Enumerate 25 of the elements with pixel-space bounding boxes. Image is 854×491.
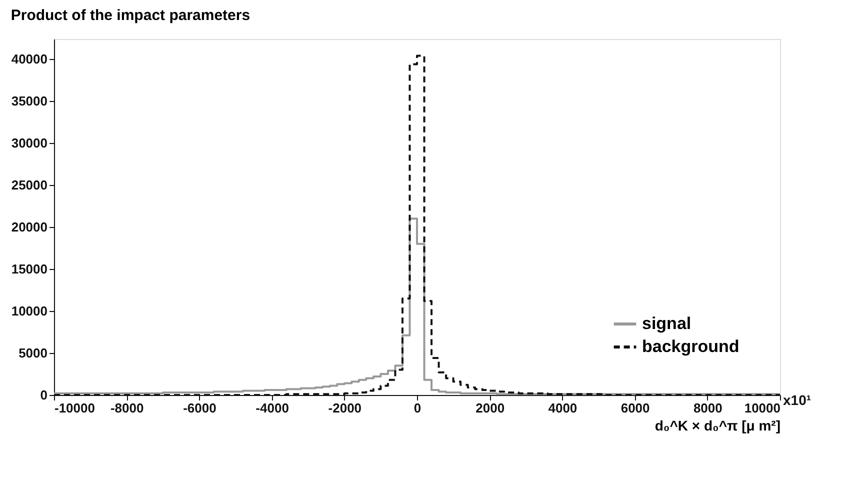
y-tick-label: 0 [40,388,48,402]
x-tick-label: 10000 [744,400,780,416]
x-tick-label: -4000 [256,400,289,416]
y-tick-label: 40000 [11,52,48,67]
y-tick-label: 30000 [11,136,48,151]
x-tick-label: 8000 [693,400,722,416]
y-tick-label: 35000 [11,94,48,109]
legend-label: signal [642,314,692,333]
x-tick-label: -2000 [328,400,362,416]
x-tick-label: 4000 [548,400,578,416]
text: x10¹ [783,392,812,408]
x-tick-label: -10000 [54,400,95,416]
y-tick-label: 20000 [11,220,48,235]
x-tick-label: 6000 [620,400,650,416]
y-tick-label: 10000 [11,304,48,319]
x-tick-label: 2000 [476,400,505,416]
x-axis-title: d₀^K × d₀^π [μ m²] [654,418,780,434]
y-tick-label: 25000 [11,178,48,193]
x-tick-label: 0 [414,400,422,416]
y-tick-label: 5000 [18,346,48,361]
legend-label: background [642,337,740,356]
y-tick-label: 15000 [11,262,48,277]
chart-title: Product of the impact parameters [10,7,250,24]
x-tick-label: -8000 [110,400,144,416]
x-tick-label: -6000 [183,400,216,416]
